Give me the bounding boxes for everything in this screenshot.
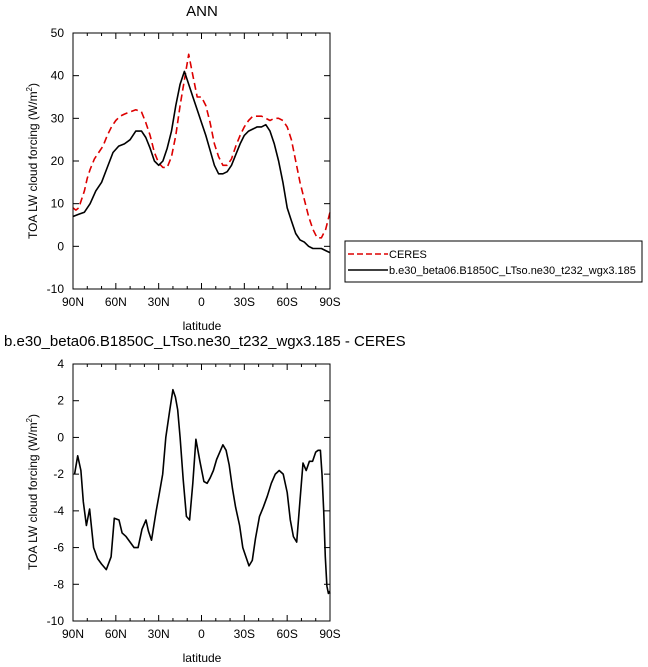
top-series-line-1	[72, 53, 331, 239]
top-y-tick-label: 40	[51, 69, 65, 83]
bottom-x-tick-label: 90N	[62, 627, 84, 641]
legend-label-model: b.e30_beta06.B1850C_LTso.ne30_t232_wgx3.…	[389, 265, 636, 277]
top-y-tick-label: -10	[47, 282, 65, 296]
legend-box	[344, 240, 643, 283]
top-series-line-2	[72, 70, 331, 254]
bottom-y-tick-label: -8	[53, 577, 64, 591]
top-plot-frame	[72, 32, 331, 290]
bottom-y-tick-label: 4	[57, 357, 64, 371]
bottom-x-tick-label: 30S	[234, 627, 255, 641]
top-legend: CERES b.e30_beta06.B1850C_LTso.ne30_t232…	[344, 240, 643, 283]
bottom-x-axis-label: latitude	[183, 651, 222, 665]
top-chart-title: ANN	[186, 3, 218, 20]
top-y-tick-label: 20	[51, 154, 65, 168]
top-y-axis-label: TOA LW cloud forcing (W/m2)	[25, 83, 40, 239]
legend-label-ceres: CERES	[389, 249, 427, 261]
bottom-y-axis-label-close: )	[26, 414, 40, 418]
top-x-tick-label: 60N	[105, 295, 127, 309]
bottom-plot-frame	[72, 363, 331, 622]
top-x-tick-label: 60S	[276, 295, 297, 309]
bottom-y-tick-label: -4	[53, 504, 64, 518]
bottom-x-tick-label: 90S	[319, 627, 340, 641]
bottom-x-tick-label: 60S	[276, 627, 297, 641]
bottom-series-line-1	[73, 388, 331, 595]
top-x-tick-label: 30N	[148, 295, 170, 309]
top-y-tick-label: 10	[51, 197, 65, 211]
top-y-axis-label-close: )	[26, 83, 40, 87]
bottom-y-axis-label-sup: 2	[25, 417, 34, 422]
bottom-y-tick-label: 2	[57, 394, 64, 408]
top-x-tick-label: 0	[198, 295, 205, 309]
top-y-tick-label: 50	[51, 26, 65, 40]
bottom-y-tick-label: -6	[53, 541, 64, 555]
top-y-tick-label: 0	[57, 239, 64, 253]
bottom-x-tick-label: 0	[198, 627, 205, 641]
top-x-tick-label: 90N	[62, 295, 84, 309]
top-x-tick-label: 90S	[319, 295, 340, 309]
top-x-tick-label: 30S	[234, 295, 255, 309]
top-panel: ANN 90N 60N 30N 0 30S 60S 90S -10 0 10 20 30 40 50 la…	[25, 3, 643, 333]
bottom-panel: b.e30_beta06.B1850C_LTso.ne30_t232_wgx3.…	[4, 333, 406, 665]
top-x-axis-label: latitude	[183, 319, 222, 333]
bottom-y-tick-label: -10	[47, 614, 65, 628]
top-plot-area: 90N 60N 30N 0 30S 60S 90S -10 0 10 20 30 40 50	[47, 26, 341, 309]
top-y-axis-label-main: TOA LW cloud forcing (W/m	[26, 91, 40, 239]
bottom-y-tick-label: 0	[57, 430, 64, 444]
bottom-y-tick-label: -2	[53, 467, 64, 481]
bottom-y-axis-label-main: TOA LW cloud forcing (W/m	[26, 422, 40, 570]
top-y-axis-label-sup: 2	[25, 86, 34, 91]
bottom-x-tick-label: 30N	[148, 627, 170, 641]
top-y-tick-label: 30	[51, 111, 65, 125]
bottom-chart-title: b.e30_beta06.B1850C_LTso.ne30_t232_wgx3.…	[4, 333, 406, 350]
bottom-x-tick-label: 60N	[105, 627, 127, 641]
bottom-y-axis-label: TOA LW cloud forcing (W/m2)	[25, 414, 40, 570]
bottom-plot-area: 90N 60N 30N 0 30S 60S 90S -10 -8 -6 -4 -2 0 2 4	[47, 357, 341, 641]
